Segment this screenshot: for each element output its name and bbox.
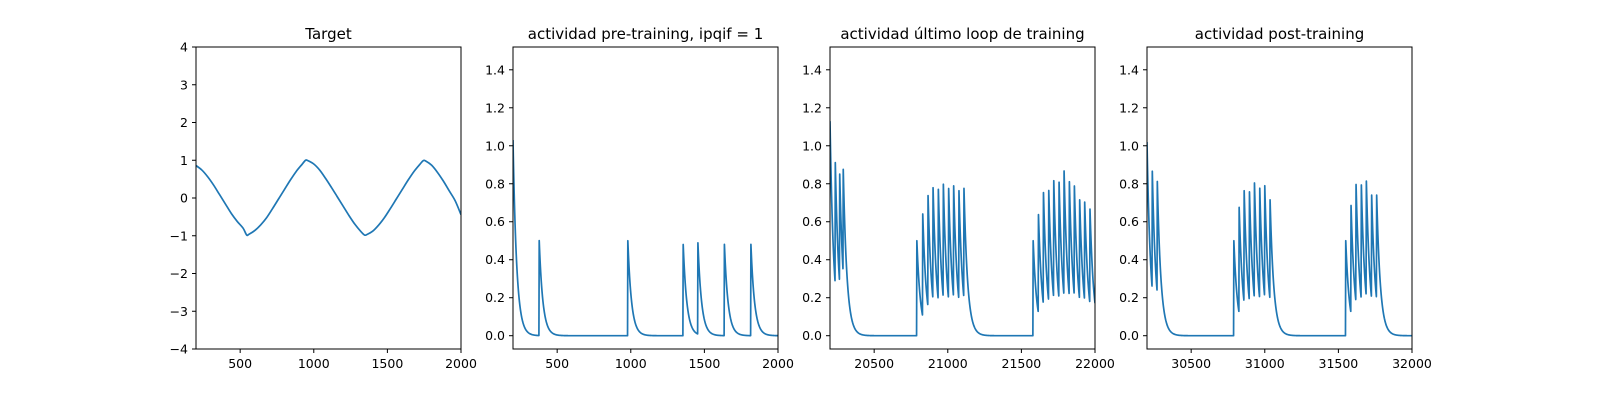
x-tick-label: 32000 [1392, 356, 1432, 371]
x-tick-label: 500 [228, 356, 252, 371]
y-tick-label: −2 [170, 266, 188, 281]
y-tick-label: 0.2 [1119, 290, 1139, 305]
x-tick-label: 22000 [1075, 356, 1115, 371]
y-tick-label: 1.2 [802, 100, 822, 115]
y-tick-label: 1 [180, 153, 188, 168]
x-tick-label: 31500 [1319, 356, 1359, 371]
y-tick-label: 1.0 [485, 138, 505, 153]
series-line [830, 121, 1095, 337]
x-tick-label: 1000 [615, 356, 647, 371]
x-tick-label: 2000 [762, 356, 794, 371]
y-tick-label: 0.6 [802, 214, 822, 229]
y-tick-label: 1.4 [802, 62, 822, 77]
y-tick-label: 0.8 [485, 176, 505, 191]
series-line [1147, 141, 1412, 337]
chart-panel-1: Target 500 1000 1500 2000 −4 −3 −2 −1 0 1 2 3 4 [170, 25, 477, 371]
y-tick-label: 1.0 [1119, 138, 1139, 153]
x-tick-label: 1500 [371, 356, 403, 371]
x-tick-label: 31000 [1245, 356, 1285, 371]
y-tick-label: 0.4 [1119, 252, 1139, 267]
y-tick-label: 1.4 [1119, 62, 1139, 77]
axes-frame [195, 46, 462, 350]
y-tick-label: −3 [170, 304, 188, 319]
x-tick-label: 1500 [688, 356, 720, 371]
axes-frame [1146, 46, 1413, 350]
y-tick-label: 0 [180, 191, 188, 206]
chart-panel-4: actividad post-training 30500 31000 31500 32… [1119, 25, 1432, 371]
y-tick-label: 0.8 [1119, 176, 1139, 191]
y-tick-label: 4 [180, 40, 188, 55]
y-tick-label: 0.6 [1119, 214, 1139, 229]
x-tick-label: 20500 [854, 356, 894, 371]
y-tick-label: −1 [170, 228, 188, 243]
axes-frame [512, 46, 779, 350]
x-tick-label: 500 [545, 356, 569, 371]
series-line [196, 159, 461, 237]
y-tick-label: 0.2 [802, 290, 822, 305]
x-tick-label: 21500 [1002, 356, 1042, 371]
chart-title: actividad último loop de training [840, 25, 1084, 43]
y-tick-label: 1.0 [802, 138, 822, 153]
x-tick-label: 2000 [445, 356, 477, 371]
x-tick-label: 30500 [1171, 356, 1211, 371]
y-tick-label: 0.6 [485, 214, 505, 229]
y-tick-label: 0.2 [485, 290, 505, 305]
chart-title: actividad post-training [1195, 25, 1364, 43]
y-tick-label: 0.4 [802, 252, 822, 267]
chart-panel-3: actividad último loop de training 20500 21… [802, 25, 1115, 371]
y-tick-label: 0.0 [1119, 328, 1139, 343]
y-tick-label: 1.2 [1119, 100, 1139, 115]
y-tick-label: 1.4 [485, 62, 505, 77]
axes-frame [829, 46, 1096, 350]
x-tick-label: 21000 [928, 356, 968, 371]
y-tick-label: 0.8 [802, 176, 822, 191]
y-tick-label: 2 [180, 115, 188, 130]
x-tick-label: 1000 [298, 356, 330, 371]
chart-title: actividad pre-training, ipqif = 1 [528, 25, 764, 43]
y-tick-label: 1.2 [485, 100, 505, 115]
y-tick-label: 0.0 [485, 328, 505, 343]
series-line [513, 140, 778, 337]
y-tick-label: 0.4 [485, 252, 505, 267]
chart-title: Target [304, 25, 352, 43]
y-tick-label: 3 [180, 77, 188, 92]
y-tick-label: −4 [170, 342, 188, 357]
y-tick-label: 0.0 [802, 328, 822, 343]
chart-panel-2: actividad pre-training, ipqif = 1 500 1000… [485, 25, 794, 371]
